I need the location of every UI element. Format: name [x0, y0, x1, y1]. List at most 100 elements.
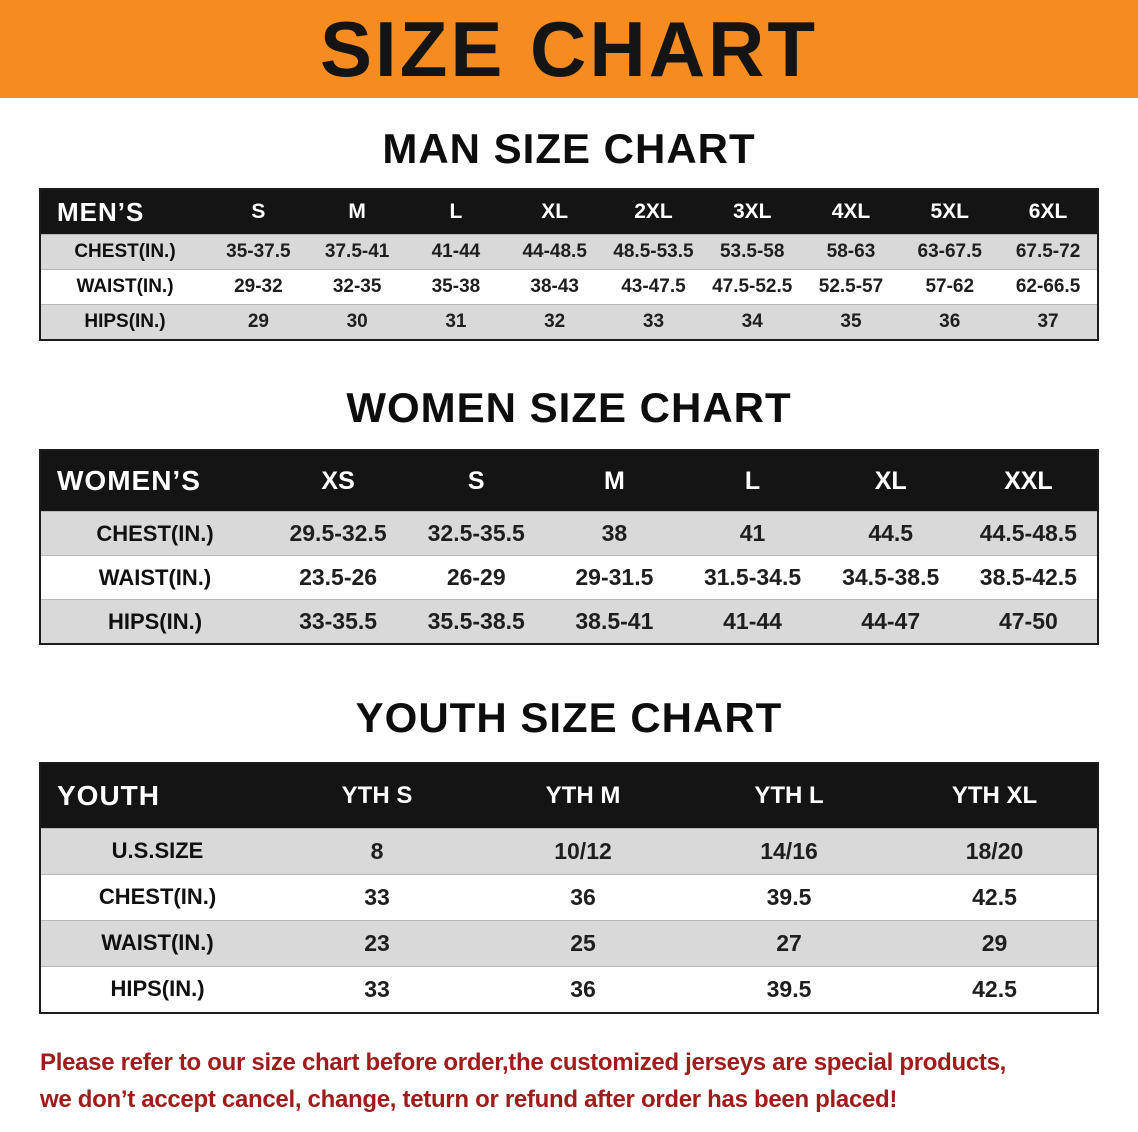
size-value-cell: 35-37.5 — [209, 234, 308, 270]
column-header: 5XL — [900, 189, 1000, 235]
size-value-cell: 33-35.5 — [269, 599, 408, 645]
size-value-cell: 58-63 — [801, 234, 901, 270]
size-value-cell: 30 — [307, 304, 407, 341]
table-row: CHEST(IN.) 35-37.5 37.5-41 41-44 44-48.5 48.5… — [40, 234, 1098, 270]
size-value-cell: 26-29 — [407, 555, 546, 600]
size-value-cell: 29 — [209, 304, 308, 341]
table-row: WAIST(IN.) 23 25 27 29 — [40, 919, 1098, 967]
size-value-cell: 43-47.5 — [604, 269, 703, 305]
size-value-cell: 33 — [274, 873, 480, 921]
header-row: WOMEN’S XS S M L XL XXL — [40, 450, 1098, 512]
size-value-cell: 57-62 — [900, 269, 1000, 305]
size-value-cell: 38.5-41 — [545, 599, 684, 645]
column-header: YTH XL — [892, 762, 1098, 829]
size-value-cell: 39.5 — [686, 965, 892, 1013]
size-value-cell: 42.5 — [892, 965, 1098, 1013]
column-header: YTH S — [274, 762, 480, 829]
column-header: S — [209, 189, 308, 235]
men-section-heading: MAN SIZE CHART — [382, 125, 756, 172]
column-header: YTH L — [686, 762, 892, 829]
disclaimer-line-2: we don’t accept cancel, change, teturn o… — [40, 1085, 898, 1113]
size-value-cell: 62-66.5 — [999, 269, 1098, 305]
size-value-cell: 29-31.5 — [545, 555, 684, 600]
size-value-cell: 31 — [406, 304, 506, 341]
size-value-cell: 41 — [683, 511, 822, 556]
row-label: WAIST(IN.) — [40, 555, 269, 600]
row-label: U.S.SIZE — [40, 827, 274, 875]
row-label: HIPS(IN.) — [40, 599, 269, 645]
size-value-cell: 42.5 — [892, 873, 1098, 921]
row-label: CHEST(IN.) — [40, 873, 274, 921]
column-header: XS — [269, 450, 408, 512]
column-header: L — [683, 450, 822, 512]
size-value-cell: 39.5 — [686, 873, 892, 921]
column-header: XL — [821, 450, 960, 512]
size-value-cell: 8 — [274, 827, 480, 875]
size-value-cell: 34.5-38.5 — [821, 555, 960, 600]
size-value-cell: 47-50 — [959, 599, 1098, 645]
size-value-cell: 38 — [545, 511, 684, 556]
table-row: U.S.SIZE 8 10/12 14/16 18/20 — [40, 827, 1098, 875]
size-value-cell: 18/20 — [892, 827, 1098, 875]
size-value-cell: 32.5-35.5 — [407, 511, 546, 556]
youth-section-heading: YOUTH SIZE CHART — [355, 694, 783, 742]
table-row: CHEST(IN.) 29.5-32.5 32.5-35.5 38 41 44.5 44.5… — [40, 511, 1098, 556]
banner: SIZE CHART — [0, 0, 1138, 98]
header-row: MEN’S S M L XL 2XL 3XL 4XL 5XL 6XL — [40, 189, 1098, 235]
size-value-cell: 48.5-53.5 — [604, 234, 703, 270]
column-header: S — [407, 450, 546, 512]
column-header: M — [545, 450, 684, 512]
table-corner-label: MEN’S — [40, 189, 209, 235]
size-value-cell: 32 — [505, 304, 605, 341]
men-size-table: MEN’S S M L XL 2XL 3XL 4XL 5XL 6XL CHEST(IN.) 35-37… — [39, 188, 1099, 342]
size-value-cell: 35 — [801, 304, 901, 341]
row-label: CHEST(IN.) — [40, 511, 269, 556]
size-value-cell: 23 — [274, 919, 480, 967]
column-header: 2XL — [604, 189, 703, 235]
row-label: WAIST(IN.) — [40, 269, 209, 305]
column-header: L — [406, 189, 506, 235]
column-header: XL — [505, 189, 605, 235]
size-value-cell: 29.5-32.5 — [269, 511, 408, 556]
table-row: HIPS(IN.) 33-35.5 35.5-38.5 38.5-41 41-44 44-… — [40, 599, 1098, 645]
size-value-cell: 52.5-57 — [801, 269, 901, 305]
table-row: HIPS(IN.) 33 36 39.5 42.5 — [40, 965, 1098, 1013]
size-value-cell: 47.5-52.5 — [702, 269, 802, 305]
women-section-heading: WOMEN SIZE CHART — [346, 384, 792, 432]
size-value-cell: 36 — [480, 873, 686, 921]
row-label: CHEST(IN.) — [40, 234, 209, 270]
women-size-table: WOMEN’S XS S M L XL XXL CHEST(IN.) 29.5-32.5 32.5… — [39, 449, 1099, 646]
size-value-cell: 25 — [480, 919, 686, 967]
size-value-cell: 33 — [604, 304, 703, 341]
size-value-cell: 53.5-58 — [702, 234, 802, 270]
page-title: SIZE CHART — [320, 5, 818, 93]
column-header: 3XL — [702, 189, 802, 235]
men-size-section: MAN SIZE CHART MEN’S S M L XL 2XL 3XL 4XL 5XL 6XL… — [0, 125, 1138, 342]
size-value-cell: 35.5-38.5 — [407, 599, 546, 645]
size-value-cell: 67.5-72 — [999, 234, 1098, 270]
header-row: YOUTH YTH S YTH M YTH L YTH XL — [40, 762, 1098, 829]
size-value-cell: 33 — [274, 965, 480, 1013]
column-header: YTH M — [480, 762, 686, 829]
size-value-cell: 36 — [900, 304, 1000, 341]
size-value-cell: 29-32 — [209, 269, 308, 305]
column-header: XXL — [959, 450, 1098, 512]
size-value-cell: 29 — [892, 919, 1098, 967]
table-corner-label: YOUTH — [40, 762, 274, 829]
table-row: WAIST(IN.) 23.5-26 26-29 29-31.5 31.5-34.5 34… — [40, 555, 1098, 600]
size-value-cell: 63-67.5 — [900, 234, 1000, 270]
row-label: WAIST(IN.) — [40, 919, 274, 967]
column-header: 4XL — [801, 189, 901, 235]
column-header: 6XL — [999, 189, 1098, 235]
size-value-cell: 37.5-41 — [307, 234, 407, 270]
size-value-cell: 14/16 — [686, 827, 892, 875]
size-value-cell: 37 — [999, 304, 1098, 341]
column-header: M — [307, 189, 407, 235]
youth-size-table: YOUTH YTH S YTH M YTH L YTH XL U.S.SIZE 8 10/12… — [39, 761, 1099, 1014]
size-value-cell: 23.5-26 — [269, 555, 408, 600]
women-size-section: WOMEN SIZE CHART WOMEN’S XS S M L XL XXL CHEST(… — [0, 384, 1138, 646]
size-value-cell: 10/12 — [480, 827, 686, 875]
row-label: HIPS(IN.) — [40, 965, 274, 1013]
table-row: CHEST(IN.) 33 36 39.5 42.5 — [40, 873, 1098, 921]
